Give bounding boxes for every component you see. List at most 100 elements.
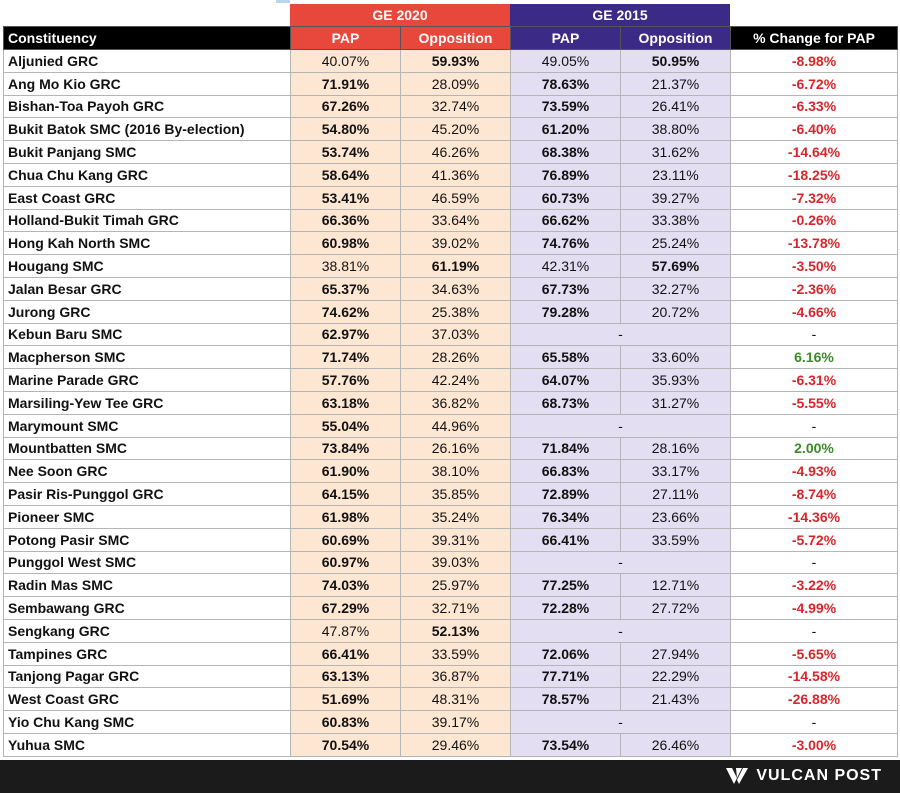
table-row: Kebun Baru SMC 62.97% 37.03% - - xyxy=(3,322,898,347)
opposition-2015-cell: 12.71% xyxy=(620,573,731,598)
table-row: Marsiling-Yew Tee GRC 63.18% 36.82% 68.73% 3… xyxy=(3,390,898,415)
pap-2020-cell: 67.26% xyxy=(290,94,401,119)
pap-2020-cell: 60.98% xyxy=(290,231,401,256)
opposition-2015-cell: 32.27% xyxy=(620,276,731,301)
pap-2020-header: PAP xyxy=(290,26,401,50)
table-row: Tampines GRC 66.41% 33.59% 72.06% 27.94% -5.6… xyxy=(3,641,898,666)
table-row: Marine Parade GRC 57.76% 42.24% 64.07% 35.93… xyxy=(3,368,898,392)
table-row: Pioneer SMC 61.98% 35.24% 76.34% 23.66% -14.3… xyxy=(3,504,898,529)
top-strip xyxy=(0,0,900,4)
opposition-2015-cell: 31.27% xyxy=(620,390,731,415)
pap-2020-cell: 65.37% xyxy=(290,276,401,301)
pap-2015-cell: 61.20% xyxy=(510,117,621,142)
table-row: Pasir Ris-Punggol GRC 64.15% 35.85% 72.89% 2… xyxy=(3,482,898,506)
constituency-cell: Pioneer SMC xyxy=(3,504,291,529)
opposition-2020-cell: 39.31% xyxy=(400,527,511,552)
opposition-2015-header: Opposition xyxy=(620,26,731,50)
opposition-2015-cell: 26.46% xyxy=(620,732,731,757)
table-row: Sembawang GRC 67.29% 32.71% 72.28% 27.72% -4.… xyxy=(3,596,898,620)
constituency-cell: Mountbatten SMC xyxy=(3,436,291,461)
opposition-2015-cell: 39.27% xyxy=(620,185,731,210)
opposition-2020-cell: 42.24% xyxy=(400,368,511,392)
pap-2020-cell: 73.84% xyxy=(290,436,401,461)
pap-change-cell: - xyxy=(730,550,898,575)
opposition-2015-cell: 28.16% xyxy=(620,436,731,461)
pap-2020-cell: 60.83% xyxy=(290,710,401,734)
constituency-cell: Marymount SMC xyxy=(3,413,291,438)
constituency-cell: Hong Kah North SMC xyxy=(3,231,291,256)
table-row: Jalan Besar GRC 65.37% 34.63% 67.73% 32.27% -… xyxy=(3,276,898,301)
pap-2020-cell: 66.36% xyxy=(290,208,401,233)
ge2015-not-contested-cell: - xyxy=(510,322,731,347)
constituency-cell: Kebun Baru SMC xyxy=(3,322,291,347)
pap-2020-cell: 74.62% xyxy=(290,299,401,324)
pap-change-cell: - xyxy=(730,618,898,643)
pap-2020-cell: 67.29% xyxy=(290,596,401,620)
pap-2020-cell: 63.18% xyxy=(290,390,401,415)
pap-2015-cell: 42.31% xyxy=(510,254,621,278)
constituency-cell: Ang Mo Kio GRC xyxy=(3,71,291,96)
table-row: Hong Kah North SMC 60.98% 39.02% 74.76% 25.2… xyxy=(3,231,898,256)
pap-2020-cell: 61.98% xyxy=(290,504,401,529)
table-row: Tanjong Pagar GRC 63.13% 36.87% 77.71% 22.29… xyxy=(3,664,898,689)
pap-2015-cell: 76.34% xyxy=(510,504,621,529)
opposition-2020-cell: 44.96% xyxy=(400,413,511,438)
opposition-2015-cell: 50.95% xyxy=(620,49,731,73)
opposition-2020-cell: 52.13% xyxy=(400,618,511,643)
opposition-2020-cell: 33.64% xyxy=(400,208,511,233)
constituency-cell: Bukit Panjang SMC xyxy=(3,140,291,164)
opposition-2020-cell: 34.63% xyxy=(400,276,511,301)
pap-2015-cell: 67.73% xyxy=(510,276,621,301)
opposition-2015-cell: 38.80% xyxy=(620,117,731,142)
pap-2020-cell: 61.90% xyxy=(290,459,401,484)
pap-change-cell: -3.00% xyxy=(730,732,898,757)
pap-2015-cell: 72.28% xyxy=(510,596,621,620)
pap-2015-cell: 66.41% xyxy=(510,527,621,552)
pap-change-cell: - xyxy=(730,322,898,347)
opposition-2020-cell: 46.59% xyxy=(400,185,511,210)
pap-2020-cell: 53.41% xyxy=(290,185,401,210)
ge2015-not-contested-cell: - xyxy=(510,618,731,643)
pap-change-cell: -14.58% xyxy=(730,664,898,689)
opposition-2020-cell: 26.16% xyxy=(400,436,511,461)
table-row: Nee Soon GRC 61.90% 38.10% 66.83% 33.17% -4.9… xyxy=(3,459,898,484)
pap-change-cell: -26.88% xyxy=(730,687,898,712)
constituency-cell: Bukit Batok SMC (2016 By-election) xyxy=(3,117,291,142)
opposition-2020-cell: 28.09% xyxy=(400,71,511,96)
opposition-2015-cell: 23.11% xyxy=(620,162,731,187)
pap-2020-cell: 53.74% xyxy=(290,140,401,164)
pap-2015-cell: 66.62% xyxy=(510,208,621,233)
opposition-2020-header: Opposition xyxy=(400,26,511,50)
opposition-2020-cell: 39.02% xyxy=(400,231,511,256)
vulcan-post-logo: VULCAN POST xyxy=(724,766,882,786)
pap-2020-cell: 47.87% xyxy=(290,618,401,643)
opposition-2020-cell: 25.97% xyxy=(400,573,511,598)
constituency-cell: East Coast GRC xyxy=(3,185,291,210)
constituency-cell: Chua Chu Kang GRC xyxy=(3,162,291,187)
constituency-cell: Tampines GRC xyxy=(3,641,291,666)
brand-name: VULCAN POST xyxy=(756,767,882,784)
constituency-cell: Yuhua SMC xyxy=(3,732,291,757)
table-row: Radin Mas SMC 74.03% 25.97% 77.25% 12.71% -3.… xyxy=(3,573,898,598)
pap-change-cell: -6.33% xyxy=(730,94,898,119)
pap-change-cell: -6.31% xyxy=(730,368,898,392)
ge2015-not-contested-cell: - xyxy=(510,413,731,438)
opposition-2015-cell: 20.72% xyxy=(620,299,731,324)
constituency-cell: Radin Mas SMC xyxy=(3,573,291,598)
opposition-2020-cell: 33.59% xyxy=(400,641,511,666)
table-row: Sengkang GRC 47.87% 52.13% - - xyxy=(3,618,898,643)
pap-2015-cell: 49.05% xyxy=(510,49,621,73)
table-row: Yuhua SMC 70.54% 29.46% 73.54% 26.46% -3.00% xyxy=(3,732,898,757)
pap-2020-cell: 63.13% xyxy=(290,664,401,689)
opposition-2015-cell: 33.59% xyxy=(620,527,731,552)
opposition-2015-cell: 27.94% xyxy=(620,641,731,666)
pap-2020-cell: 71.74% xyxy=(290,345,401,370)
pap-2015-header: PAP xyxy=(510,26,621,50)
constituency-cell: Jalan Besar GRC xyxy=(3,276,291,301)
constituency-cell: Sengkang GRC xyxy=(3,618,291,643)
pap-change-cell: -4.66% xyxy=(730,299,898,324)
pap-2020-cell: 74.03% xyxy=(290,573,401,598)
opposition-2015-cell: 26.41% xyxy=(620,94,731,119)
vulcan-post-logo-icon xyxy=(726,768,749,784)
table-row: Holland-Bukit Timah GRC 66.36% 33.64% 66.62… xyxy=(3,208,898,233)
